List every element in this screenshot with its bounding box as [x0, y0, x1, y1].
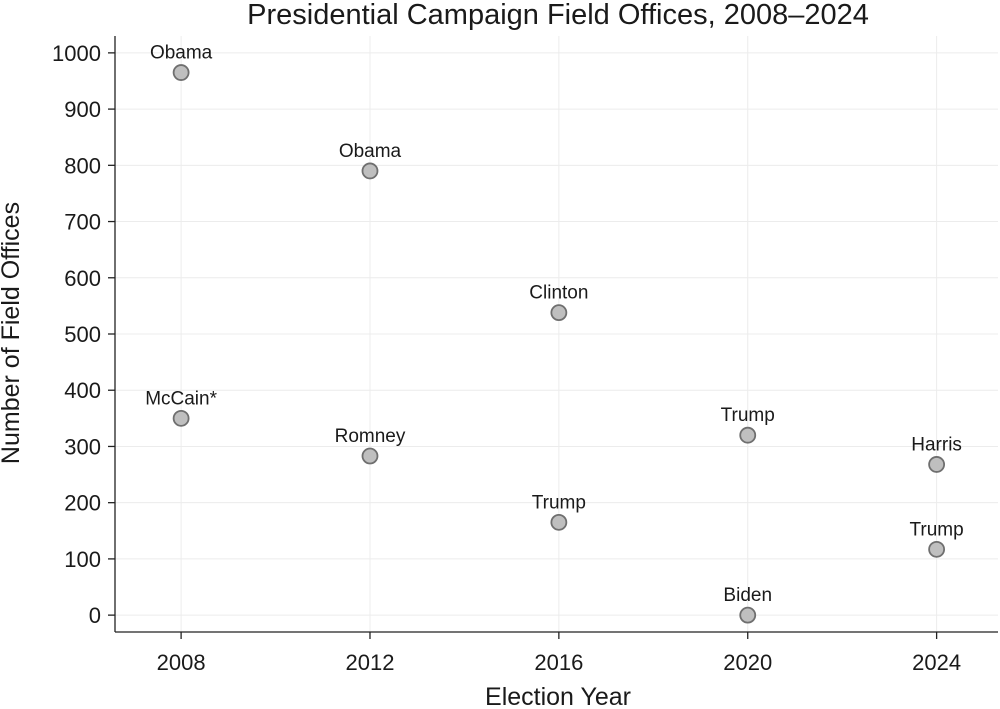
data-point-label: Trump [910, 519, 964, 540]
data-point [928, 540, 946, 558]
y-tick-label: 900 [64, 97, 101, 122]
data-point [739, 426, 757, 444]
data-point-label: Biden [723, 585, 772, 606]
y-tick-label: 100 [64, 547, 101, 572]
data-point [550, 304, 568, 322]
data-points: Obama McCain* Obama Romney Clinton Trump Trump… [145, 43, 964, 624]
y-tick-label: 200 [64, 491, 101, 516]
data-point [550, 513, 568, 531]
x-tick-label: 2012 [346, 650, 395, 675]
x-tick-label: 2008 [157, 650, 206, 675]
y-tick-label: 400 [64, 378, 101, 403]
y-tick-label: 0 [89, 603, 101, 628]
y-tick-label: 700 [64, 210, 101, 235]
data-point-label: Obama [150, 43, 213, 64]
data-point-label: Romney [335, 426, 406, 447]
x-axis-label: Election Year [485, 683, 631, 709]
y-axis-label: Number of Field Offices [0, 202, 25, 464]
data-point [928, 456, 946, 473]
data-point [361, 447, 379, 465]
x-tick-label: 2016 [534, 650, 583, 675]
y-tick-label: 500 [64, 322, 101, 347]
x-tick-label: 2024 [912, 650, 961, 675]
data-point [739, 606, 757, 624]
y-tick-label: 600 [64, 266, 101, 291]
data-point-label: Trump [721, 405, 775, 426]
data-point-label: Harris [911, 434, 962, 455]
y-tick-label: 800 [64, 153, 101, 178]
chart-title: Presidential Campaign Field Offices, 200… [247, 0, 869, 31]
y-tick-label: 300 [64, 434, 101, 459]
data-point [361, 162, 379, 180]
data-point-label: McCain* [145, 388, 217, 409]
data-point-label: Obama [339, 141, 402, 162]
gridlines [115, 36, 998, 632]
data-point-label: Trump [532, 492, 586, 513]
axes: 0 100 200 300 400 500 600 700 800 900 1000 2008 2012… [52, 36, 998, 675]
data-point [172, 409, 190, 427]
data-point-label: Clinton [529, 283, 588, 304]
y-tick-label: 1000 [52, 41, 101, 66]
x-tick-label: 2020 [723, 650, 772, 675]
data-point [172, 64, 190, 81]
